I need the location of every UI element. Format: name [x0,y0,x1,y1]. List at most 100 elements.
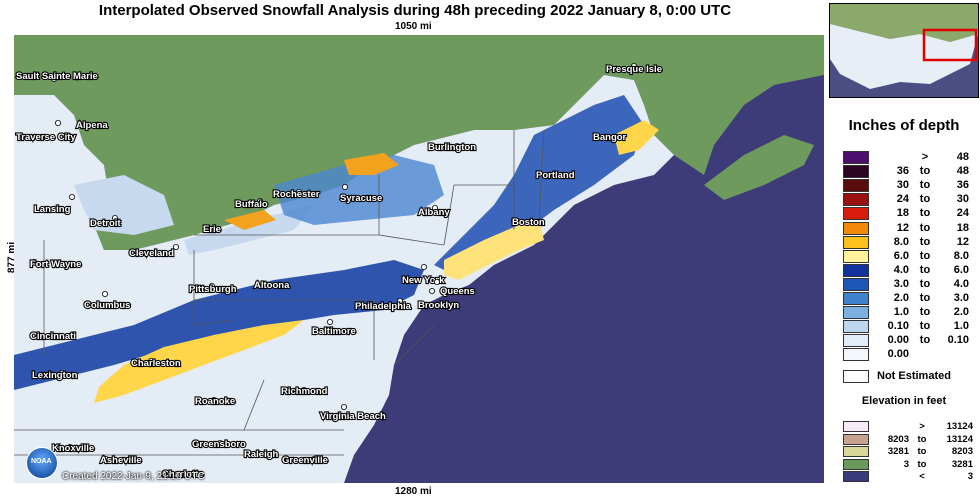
legend-swatch [843,292,869,305]
city-marker [67,443,74,450]
legend-from: 0.00 [887,334,909,347]
city-marker [428,287,435,294]
city-marker [510,217,517,224]
elevation-swatch [843,458,869,470]
city-marker [616,135,623,142]
city-label: Portland [536,170,575,181]
legend-sep: to [919,320,931,333]
legend-swatch [843,334,869,348]
noaa-logo: NOAA [26,447,58,479]
elevation-row: 3 to 3281 [843,458,978,471]
legend-swatch [843,193,869,207]
city-label: Altoona [254,280,290,291]
city-marker [213,226,220,233]
legend-sep: to [919,165,931,178]
legend-to: 2.0 [953,306,969,319]
city-marker [420,263,427,270]
legend-sep: to [919,249,931,262]
city-label: Lexington [32,370,78,381]
legend-panel: Inches of depth >48 36 to 48 30 to 36 24 to 30 18 t… [830,103,978,499]
city-marker [631,62,638,69]
city-label: Traverse City [16,132,76,143]
elevation-row: >13124 [843,421,978,433]
city-label: Alpena [76,120,108,131]
city-marker [433,278,440,285]
legend-swatch [843,179,869,193]
map-title: Interpolated Observed Snowfall Analysis … [98,2,732,19]
legend-row: 8.0 to 12 [843,235,978,250]
legend-swatch [843,249,869,263]
elevation-to: 3281 [951,458,973,470]
inset-svg [830,4,978,89]
legend-from: 6.0 [893,249,909,262]
legend-row: 18 to 24 [843,207,978,221]
city-label: Columbus [84,300,130,311]
elevation-to: 13124 [946,433,973,445]
city-marker [341,183,348,190]
locator-inset-map[interactable] [829,3,979,98]
elevation-row: 8203 to 13124 [843,433,978,446]
city-marker [256,197,263,204]
city-marker [254,449,261,456]
city-label: Buffalo [235,199,268,210]
legend-swatch [843,277,869,291]
city-marker [30,331,37,338]
legend-sep: to [919,179,931,192]
elevation-sep: > [919,421,925,432]
legend-swatch [843,221,869,235]
city-marker [340,403,347,410]
city-label: Cleveland [129,248,174,259]
legend-row: 1.0 to 2.0 [843,306,978,320]
city-marker [396,297,403,304]
not-estimated-label: Not Estimated [877,370,951,382]
legend-from: 36 [896,165,909,178]
elevation-sep: to [917,433,927,445]
legend-swatch [843,263,869,277]
elevation-sep: to [917,446,927,457]
elevation-swatch [843,421,869,432]
legend-row: 3.0 to 4.0 [843,277,978,292]
legend-sep: to [919,263,931,276]
city-label: Queens [440,286,475,297]
legend-row: >48 [843,151,978,165]
legend-row: 2.0 to 3.0 [843,292,978,306]
legend-to: 3.0 [953,292,969,304]
nova-scotia-land [704,135,814,200]
legend-title: Inches of depth [848,117,960,134]
snow-band-yellow-appalachian [94,320,304,403]
elevation-to: 13124 [946,421,973,432]
elevation-title: Elevation in feet [861,395,947,407]
legend-to: 18 [956,221,969,234]
state-borders [14,129,545,456]
legend-from: 4.0 [893,263,909,276]
city-marker [208,282,215,289]
legend-row: 4.0 to 6.0 [843,263,978,278]
legend-swatch [843,207,869,221]
legend-sep: to [919,207,931,220]
city-label: Virginia Beach [320,411,386,422]
legend-row: 24 to 30 [843,193,978,207]
legend-from: 0.10 [887,320,909,333]
legend-from: 12 [896,221,909,234]
legend-from: 2.0 [893,292,909,304]
city-label: Bangor [593,132,627,143]
city-marker [310,455,317,462]
legend-to: 8.0 [953,249,969,262]
city-marker [172,243,179,250]
elevation-from: 3281 [887,446,909,457]
legend-sep: to [919,235,931,248]
legend-row: 0.10 to 1.0 [843,320,978,334]
legend-sep: to [919,334,931,347]
city-label: Charlotte [162,469,204,480]
legend-from: 30 [896,179,909,192]
city-marker [326,318,333,325]
legend-sep: > [921,151,929,163]
legend-sep: to [919,277,931,290]
city-label: Richmond [281,386,328,397]
legend-from: 18 [896,207,909,220]
city-marker [55,120,62,127]
elevation-swatch [843,471,869,482]
elevation-to: 8203 [951,446,973,457]
top-scale-label: 1050 mi [395,21,432,32]
